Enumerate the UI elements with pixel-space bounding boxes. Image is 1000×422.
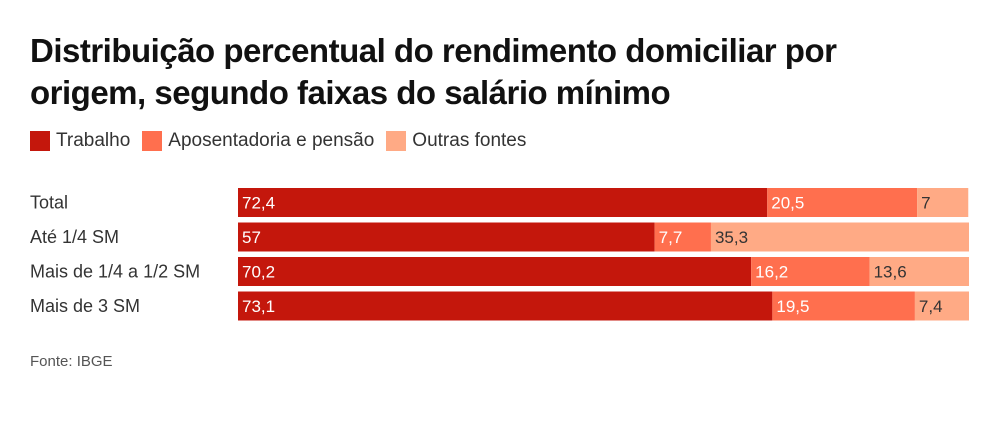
legend-swatch [386,131,407,151]
bar-segment [238,257,752,286]
data-label: 13,6 [874,263,907,282]
bar-segment [238,188,768,217]
legend-label: Aposentadoria e pensão [168,130,375,151]
chart-title: Distribuição percentual do rendimento do… [30,32,837,111]
category-label: Até 1/4 SM [30,227,119,247]
bar-segment [710,222,969,252]
legend-label: Outras fontes [412,130,527,151]
data-label: 7,4 [919,297,943,316]
data-label: 70,2 [242,263,275,282]
stacked-bar-chart: Total 72,4 20,5 7 Até 1/4 SM 57 7,7 35,3 Mais de… [30,188,969,321]
bar-segment [914,291,969,321]
category-label: Mais de 3 SM [30,296,140,316]
legend-item-3: Outras fontes [386,130,526,152]
bar-segment [917,188,969,217]
bar-segment [654,222,711,252]
legend-swatch [30,131,50,151]
bar-segment [767,188,918,217]
category-label: Mais de 1/4 a 1/2 SM [30,262,200,282]
source-note: Fonte: IBGE [30,353,113,370]
bar-segment [238,291,773,321]
legend-item-2: Aposentadoria e pensão [142,130,374,152]
data-label: 20,5 [771,194,804,213]
data-label: 57 [242,228,261,247]
bar-segment [869,257,969,286]
data-label: 73,1 [242,297,275,316]
data-label: 19,5 [776,297,809,316]
data-label: 72,4 [242,194,275,213]
category-label: Total [30,193,68,213]
legend-label: Trabalho [56,130,131,151]
data-label: 16,2 [755,263,788,282]
data-label: 7 [921,194,930,213]
data-label: 7,7 [659,228,683,247]
legend-item-1: Trabalho [30,130,130,152]
chart-legend: Trabalho Aposentadoria e pensão Outras fon… [30,130,538,152]
bar-segment [772,291,915,321]
bar-segment [751,257,870,286]
data-label: 35,3 [715,228,748,247]
bar-segment [238,222,655,252]
legend-swatch [142,131,163,151]
